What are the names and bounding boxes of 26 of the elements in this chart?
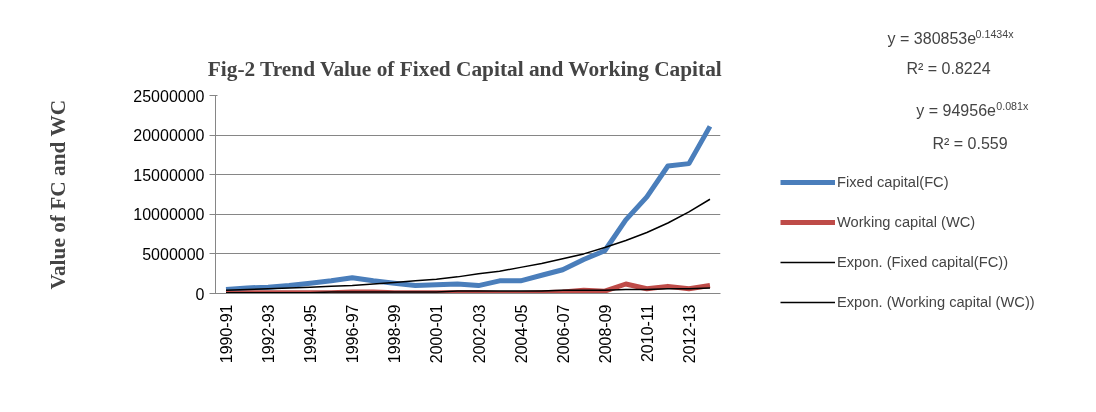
x-tick-label: 1994-95 (302, 304, 320, 364)
x-tick-label: 2012-13 (680, 304, 698, 364)
legend-label: Fixed capital(FC) (837, 174, 949, 190)
text: R² = 0.8224 (906, 60, 991, 77)
y-axis-title: Value of FC and WC (46, 99, 71, 290)
y-tick-label: 10000000 (133, 206, 205, 224)
x-tick-label: 2004-05 (512, 304, 530, 364)
x-tick-label: 1992-93 (260, 304, 278, 364)
x-tick-label: 1996-97 (344, 304, 362, 364)
y-tick-label: 0 (195, 285, 205, 303)
y-tick-label: 15000000 (133, 166, 205, 184)
x-tick-label: 2006-07 (554, 304, 572, 364)
text: R² = 0.559 (932, 135, 1008, 152)
legend-label: Expon. (Fixed capital(FC)) (837, 254, 1009, 270)
y-tick-label: 25000000 (133, 87, 205, 105)
x-tick-label: 1998-99 (386, 304, 404, 364)
y-tick-label: 5000000 (142, 245, 205, 263)
chart-title: Fig-2 Trend Value of Fixed Capital and Working Capital (207, 56, 722, 81)
x-tick-label: 2002-03 (470, 304, 488, 364)
legend-label: Working capital (WC) (837, 214, 976, 230)
y-tick-label: 20000000 (133, 127, 205, 145)
x-tick-label: 2010-11 (638, 304, 656, 363)
legend-label: Expon. (Working capital (WC)) (837, 294, 1035, 310)
x-tick-label: 2000-01 (428, 304, 446, 364)
x-tick-label: 2008-09 (596, 304, 614, 364)
x-tick-label: 1990-91 (218, 304, 236, 364)
